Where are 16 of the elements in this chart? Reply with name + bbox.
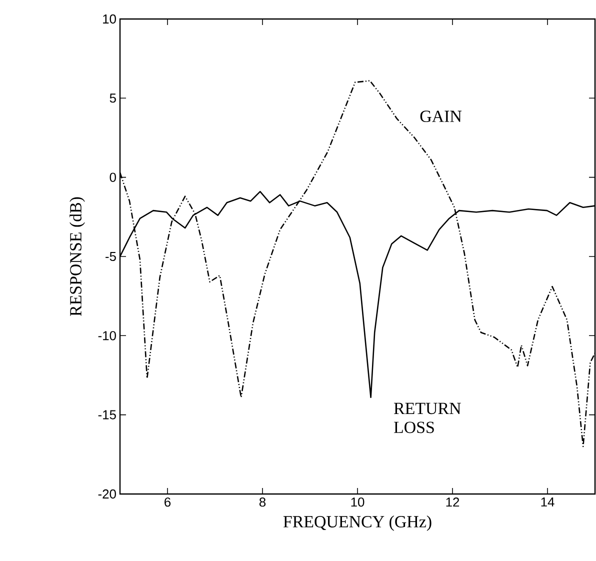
annotation: GAIN <box>420 110 462 122</box>
y-tick-label: 10 <box>103 14 116 24</box>
y-tick-label: -5 <box>106 252 116 261</box>
y-tick-label: -15 <box>98 410 116 420</box>
x-tick-label: 8 <box>259 498 266 507</box>
x-tick-label: 6 <box>164 498 171 507</box>
x-tick-label: 14 <box>541 498 554 506</box>
x-tick-label: 12 <box>446 498 460 507</box>
x-tick-label: 10 <box>351 498 364 507</box>
y-tick-label: 0 <box>110 172 116 182</box>
y-axis-title: RESPONSE (dB) <box>70 197 85 316</box>
annotation: RETURN LOSS <box>394 402 461 434</box>
y-tick-label: -10 <box>98 331 116 340</box>
y-tick-label: -20 <box>98 489 116 499</box>
x-axis-title: FREQUENCY (GHz) <box>283 516 432 531</box>
y-tick-label: 5 <box>110 94 116 103</box>
